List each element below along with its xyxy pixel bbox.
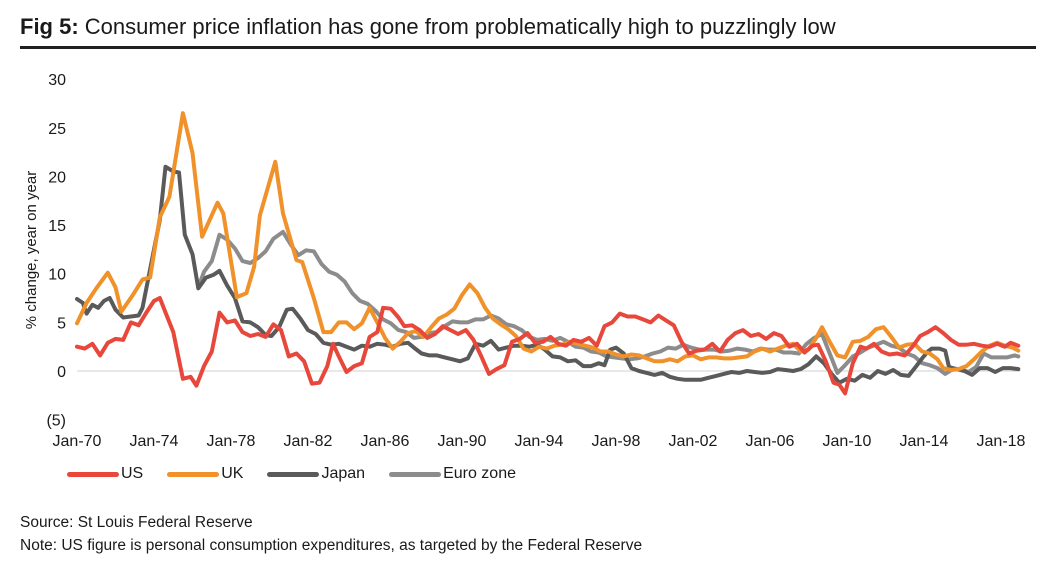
chart-title: Fig 5: Consumer price inflation has gone… [20, 14, 836, 40]
x-tick-label: Jan-86 [361, 433, 410, 450]
y-tick-label: 20 [48, 169, 66, 186]
x-tick-label: Jan-06 [746, 433, 795, 450]
title-text: Consumer price inflation has gone from p… [84, 14, 836, 39]
legend-item-us: US [67, 465, 143, 483]
y-axis-label: % change, year on year [23, 171, 40, 329]
x-tick-label: Jan-94 [515, 433, 564, 450]
x-tick-label: Jan-98 [592, 433, 641, 450]
y-tick-label: (5) [46, 413, 66, 430]
legend-item-uk: UK [167, 465, 243, 483]
series-line-us [75, 296, 1021, 396]
y-tick-label: 30 [48, 72, 66, 89]
y-tick-label: 0 [57, 364, 66, 381]
series-line-euro-zone [196, 229, 1021, 376]
legend: US UK Japan Euro zone [67, 465, 540, 483]
x-tick-label: Jan-70 [53, 433, 102, 450]
legend-label: US [121, 465, 144, 482]
source-text: Source: St Louis Federal Reserve [20, 514, 253, 531]
x-tick-label: Jan-90 [438, 433, 487, 450]
note-text: Note: US figure is personal consumption … [20, 537, 643, 554]
line-chart: % change, year on year 30 25 20 15 10 5 0 (5) J… [23, 72, 1026, 450]
legend-item-euro-zone: Euro zone [389, 465, 516, 483]
legend-label: Euro zone [443, 465, 516, 482]
y-tick-label: 15 [48, 218, 66, 235]
x-tick-label: Jan-78 [207, 433, 256, 450]
x-tick-label: Jan-82 [284, 433, 333, 450]
x-tick-label: Jan-10 [823, 433, 872, 450]
legend-label: UK [221, 465, 244, 482]
x-tick-label: Jan-02 [669, 433, 718, 450]
title-rule [20, 46, 1036, 49]
figure-number: Fig 5: [20, 14, 79, 39]
legend-swatch [267, 471, 320, 477]
x-tick-label: Jan-74 [130, 433, 179, 450]
y-tick-label: 25 [48, 121, 66, 138]
footer: Source: St Louis Federal Reserve Note: U… [20, 511, 642, 557]
legend-swatch [167, 471, 220, 477]
legend-swatch [389, 471, 442, 477]
legend-item-japan: Japan [267, 465, 365, 483]
series-line-uk [75, 111, 1021, 372]
x-tick-label: Jan-18 [977, 433, 1026, 450]
legend-swatch [67, 471, 119, 477]
legend-label: Japan [321, 465, 366, 482]
y-tick-label: 5 [57, 315, 66, 332]
y-tick-label: 10 [48, 267, 66, 284]
x-tick-label: Jan-14 [900, 433, 949, 450]
